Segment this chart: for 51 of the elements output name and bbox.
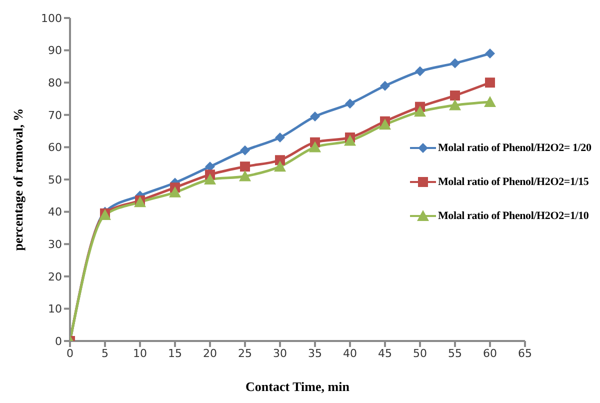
legend-label: Molal ratio of Phenol/H2O2= 1/20	[438, 142, 592, 154]
x-tick-label: 35	[308, 346, 322, 360]
x-tick-label: 50	[413, 346, 427, 360]
x-tick-label: 40	[343, 346, 357, 360]
x-tick-label: 5	[102, 346, 108, 360]
point	[345, 98, 355, 109]
point	[240, 145, 250, 156]
y-tick-label: 40	[48, 206, 62, 219]
point	[415, 66, 425, 76]
point	[310, 112, 320, 122]
point	[380, 80, 390, 91]
point	[275, 132, 285, 143]
x-tick-label: 0	[66, 346, 74, 360]
point	[204, 174, 216, 184]
point	[309, 141, 321, 152]
y-tick-label: 20	[48, 270, 62, 284]
y-tick-label: 0	[55, 334, 62, 348]
point	[169, 186, 181, 198]
point	[414, 106, 426, 117]
y-tick-label: 30	[48, 238, 62, 252]
x-tick-label: 30	[273, 346, 287, 360]
point	[450, 90, 460, 101]
y-tick-label: 90	[48, 44, 62, 58]
y-tick-label: 60	[48, 141, 62, 154]
x-tick-label: 45	[378, 346, 392, 360]
point	[450, 58, 460, 68]
x-tick-label: 10	[133, 346, 147, 360]
point	[379, 118, 391, 130]
y-tick-label: 100	[41, 12, 62, 25]
point	[239, 170, 251, 182]
point	[485, 78, 495, 88]
point	[484, 96, 496, 107]
x-tick-label: 65	[518, 346, 532, 360]
x-tick-label: 55	[448, 346, 462, 360]
x-tick-label: 15	[168, 346, 182, 360]
y-axis-title: percentage of removal, %	[10, 108, 26, 251]
point	[344, 134, 356, 146]
point	[240, 162, 250, 172]
y-tick-label: 50	[48, 173, 62, 186]
x-tick-label: 25	[238, 346, 252, 360]
x-axis-title: Contact Time, min	[246, 379, 350, 394]
legend-label: Molal ratio of Phenol/H2O2=1/10	[438, 210, 589, 222]
point	[485, 48, 495, 59]
x-tick-label: 20	[203, 346, 217, 360]
y-tick-label: 80	[48, 76, 62, 90]
point	[274, 160, 286, 172]
point	[449, 99, 461, 110]
y-tick-label: 10	[48, 302, 62, 316]
legend-label: Molal ratio of Phenol/H2O2=1/15	[438, 176, 589, 188]
y-tick-label: 70	[48, 108, 62, 122]
x-tick-label: 60	[483, 346, 497, 360]
